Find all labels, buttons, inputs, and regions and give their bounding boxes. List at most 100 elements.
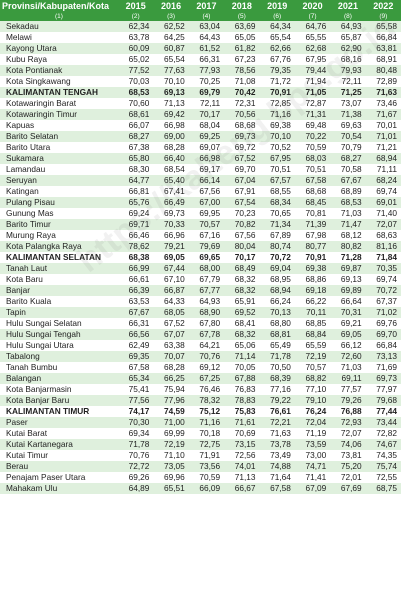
value-cell: 70,07 — [153, 351, 189, 362]
region-name: Hulu Sungai Utara — [0, 340, 118, 351]
value-cell: 70,30 — [118, 417, 154, 428]
value-cell: 67,57 — [259, 175, 295, 186]
value-cell: 68,63 — [365, 230, 401, 241]
value-cell: 77,52 — [118, 65, 154, 76]
value-cell: 70,72 — [259, 252, 295, 263]
value-cell: 71,08 — [224, 76, 260, 87]
value-cell: 73,49 — [259, 450, 295, 461]
value-cell: 68,34 — [259, 197, 295, 208]
value-cell: 68,85 — [294, 318, 331, 329]
province-name: KALIMANTAN SELATAN — [0, 252, 118, 263]
value-cell: 67,41 — [153, 186, 189, 197]
value-cell: 75,12 — [188, 406, 225, 417]
value-cell: 79,69 — [188, 241, 225, 252]
value-cell: 71,10 — [153, 450, 189, 461]
value-cell: 71,31 — [294, 109, 331, 120]
value-cell: 81,16 — [365, 241, 401, 252]
value-cell: 65,02 — [118, 54, 154, 65]
value-cell: 62,68 — [294, 43, 331, 54]
region-name: Mahakam Ulu — [0, 483, 118, 494]
value-cell: 69,74 — [365, 274, 401, 285]
value-cell: 62,52 — [153, 21, 189, 32]
value-cell: 77,44 — [365, 406, 401, 417]
value-cell: 67,98 — [294, 230, 331, 241]
value-cell: 69,73 — [365, 373, 401, 384]
value-cell: 70,57 — [188, 219, 225, 230]
value-cell: 77,56 — [118, 395, 154, 406]
value-cell: 70,35 — [365, 263, 401, 274]
table-row: Kutai Kartanegara 71,78 72,19 72,75 73,15 73,… — [0, 439, 401, 450]
table-row: Kotawaringin Barat 70,60 71,13 72,11 72,31 72… — [0, 98, 401, 109]
value-cell: 76,46 — [188, 384, 225, 395]
value-cell: 67,25 — [188, 373, 225, 384]
value-cell: 71,69 — [365, 362, 401, 373]
table-row: Kota Banjar Baru 77,56 77,96 78,32 78,83 79,2… — [0, 395, 401, 406]
region-name: Pulang Pisau — [0, 197, 118, 208]
value-cell: 71,03 — [330, 208, 366, 219]
region-name: Tanah Bumbu — [0, 362, 118, 373]
value-cell: 69,35 — [118, 351, 154, 362]
table-row: Hulu Sungai Utara 62,49 63,38 64,21 65,06 65,… — [0, 340, 401, 351]
region-name: Murung Raya — [0, 230, 118, 241]
value-cell: 71,14 — [224, 351, 260, 362]
table-row: Murung Raya 66,46 66,96 67,16 67,56 67,89 67,9… — [0, 230, 401, 241]
value-cell: 67,52 — [153, 318, 189, 329]
table-row: Balangan 65,34 66,25 67,25 67,88 68,39 68,82 69… — [0, 373, 401, 384]
value-cell: 73,81 — [330, 450, 366, 461]
province-name: KALIMANTAN TIMUR — [0, 406, 118, 417]
value-cell: 68,41 — [224, 318, 260, 329]
hdi-table: Provinsi/Kabupaten/Kota 2015 2016 2017 2… — [0, 0, 401, 494]
value-cell: 69,87 — [330, 263, 366, 274]
value-cell: 78,32 — [188, 395, 225, 406]
column-header-year: 2022 — [365, 0, 401, 12]
value-cell: 72,07 — [365, 219, 401, 230]
region-name: Barito Timur — [0, 219, 118, 230]
value-cell: 66,98 — [188, 153, 225, 164]
value-cell: 80,48 — [365, 65, 401, 76]
value-cell: 69,52 — [224, 307, 260, 318]
table-row: Kayong Utara 60,09 60,87 61,52 61,82 62,66 62,… — [0, 43, 401, 54]
value-cell: 69,04 — [259, 263, 295, 274]
value-cell: 72,56 — [224, 450, 260, 461]
table-row: Kotawaringin Timur 68,61 69,42 70,17 70,56 71… — [0, 109, 401, 120]
value-cell: 65,80 — [118, 153, 154, 164]
region-name: Kapuas — [0, 120, 118, 131]
region-name: Kutai Kartanegara — [0, 439, 118, 450]
value-cell: 70,42 — [224, 87, 260, 98]
value-cell: 66,98 — [153, 120, 189, 131]
table-row: Tanah Laut 66,99 67,44 68,00 68,49 69,04 69,38… — [0, 263, 401, 274]
value-cell: 71,01 — [365, 131, 401, 142]
table-row: Kapuas 66,07 66,98 68,04 68,68 69,38 69,48 69,6… — [0, 120, 401, 131]
value-cell: 60,87 — [153, 43, 189, 54]
region-name: Penajam Paser Utara — [0, 472, 118, 483]
value-cell: 68,61 — [118, 109, 154, 120]
value-cell: 76,24 — [294, 406, 331, 417]
value-cell: 69,89 — [330, 285, 366, 296]
table-row: Sekadau 62,34 62,52 63,04 63,69 64,34 64,76 64,… — [0, 21, 401, 32]
table-row: Hulu Sungai Selatan 66,31 67,52 67,80 68,41 6… — [0, 318, 401, 329]
region-name: Tapin — [0, 307, 118, 318]
value-cell: 69,71 — [118, 219, 154, 230]
value-cell: 60,09 — [118, 43, 154, 54]
value-cell: 71,78 — [259, 351, 295, 362]
value-cell: 61,52 — [188, 43, 225, 54]
value-cell: 74,01 — [224, 461, 260, 472]
value-cell: 64,34 — [259, 21, 295, 32]
value-cell: 68,24 — [365, 175, 401, 186]
value-cell: 68,86 — [294, 274, 331, 285]
value-cell: 74,67 — [365, 439, 401, 450]
value-cell: 64,89 — [118, 483, 154, 494]
province-name: KALIMANTAN TENGAH — [0, 87, 118, 98]
value-cell: 71,72 — [259, 76, 295, 87]
value-cell: 65,49 — [259, 340, 295, 351]
value-cell: 66,96 — [153, 230, 189, 241]
region-name: Kota Banjarmasin — [0, 384, 118, 395]
value-cell: 69,95 — [188, 208, 225, 219]
value-cell: 68,75 — [365, 483, 401, 494]
value-cell: 72,60 — [330, 351, 366, 362]
value-cell: 67,89 — [259, 230, 295, 241]
column-header-year: 2016 — [153, 0, 189, 12]
value-cell: 70,31 — [330, 307, 366, 318]
value-cell: 71,40 — [365, 208, 401, 219]
value-cell: 66,39 — [118, 285, 154, 296]
